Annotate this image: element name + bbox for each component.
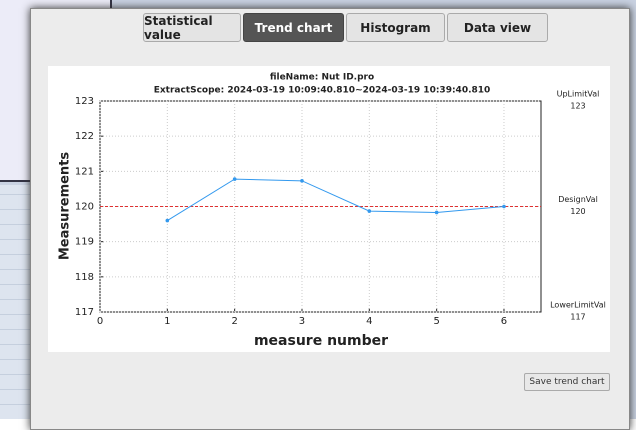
x-tick-label: 0 <box>97 316 103 327</box>
tab[interactable]: Trend chart <box>243 13 344 42</box>
reference-value: 117 <box>570 313 585 322</box>
y-tick-label: 117 <box>75 307 94 318</box>
y-axis-label: Measurements <box>58 152 73 261</box>
tab[interactable]: Data view <box>447 13 548 42</box>
chart: fileName: Nut ID.pro ExtractScope: 2024-… <box>58 73 606 350</box>
x-tick-label: 6 <box>501 316 507 327</box>
chart-subtitle: ExtractScope: 2024-03-19 10:09:40.810~20… <box>154 86 491 96</box>
point <box>232 177 237 181</box>
point <box>434 210 439 215</box>
reference-value: 120 <box>570 207 585 216</box>
x-tick-label: 5 <box>433 316 439 327</box>
point <box>300 179 304 183</box>
save-button[interactable]: Save trend chart <box>524 373 610 391</box>
y-tick-label: 122 <box>75 131 94 142</box>
tab[interactable]: Statistical value <box>143 13 241 42</box>
point <box>165 218 170 223</box>
point <box>367 209 372 213</box>
reference-label: DesignVal <box>558 195 598 204</box>
x-tick-label: 1 <box>164 316 170 327</box>
tab[interactable]: Histogram <box>346 13 445 42</box>
y-tick-label: 119 <box>75 237 94 248</box>
series-line <box>167 178 505 221</box>
reference-label: LowerLimitVal <box>550 301 606 310</box>
chart-title: fileName: Nut ID.pro <box>270 73 374 83</box>
y-tick-label: 120 <box>75 202 94 213</box>
chart-panel <box>48 66 610 352</box>
y-tick-label: 121 <box>75 166 94 177</box>
x-tick-label: 4 <box>366 316 372 327</box>
reference-label: UpLimitVal <box>557 90 600 99</box>
x-tick-label: 3 <box>299 316 305 327</box>
point <box>502 204 506 209</box>
reference-value: 123 <box>570 102 585 111</box>
y-tick-label: 118 <box>75 272 94 283</box>
x-axis-label: measure number <box>254 333 388 349</box>
y-tick-label: 123 <box>75 96 94 107</box>
x-tick-label: 2 <box>231 316 237 327</box>
